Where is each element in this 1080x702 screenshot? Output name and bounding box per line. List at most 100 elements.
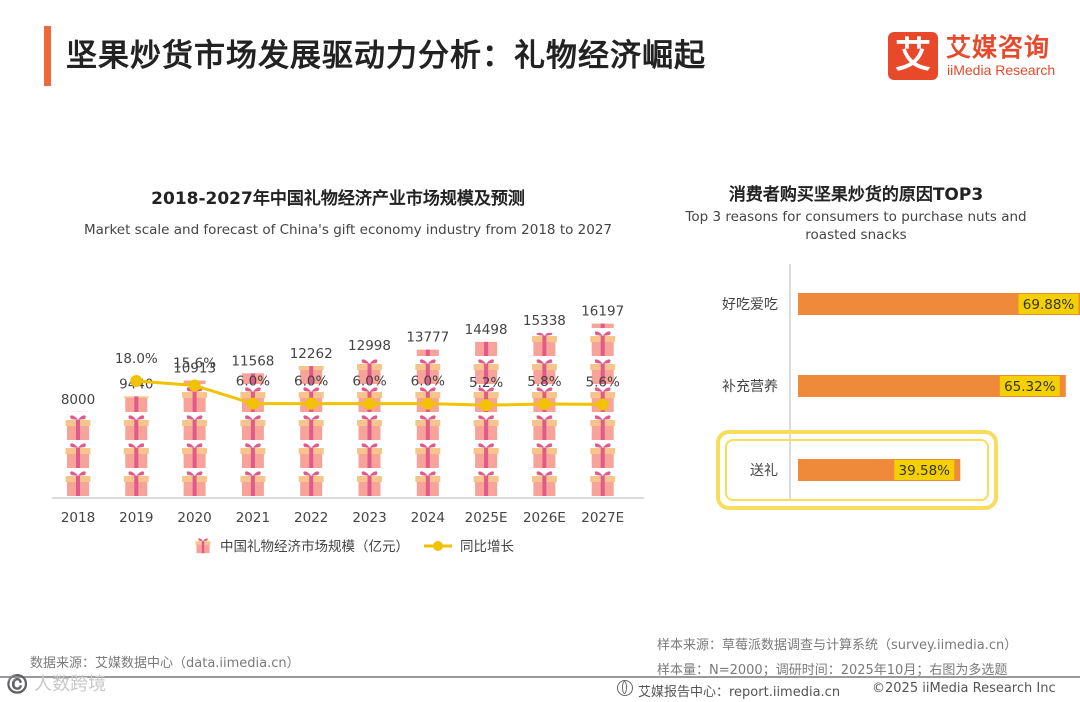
gift-bars-group: 8000944010913115681226212998137771449815…: [61, 304, 624, 496]
reason-value-bg: [999, 376, 1060, 396]
gift-icon: [415, 471, 441, 496]
reason-value-bg: [1018, 294, 1079, 314]
growth-point: [130, 374, 143, 387]
x-tick-label: 2025E: [465, 510, 508, 526]
gift-icon: [298, 443, 324, 468]
purchase-reasons-chart: 消费者购买坚果炒货的原因TOP3 Top 3 reasons for consu…: [684, 184, 1080, 510]
gift-icon: [590, 331, 616, 356]
gift-icon: [182, 471, 208, 496]
reason-bar: [798, 293, 1080, 315]
left-chart-title: 2018-2027年中国礼物经济产业市场规模及预测: [151, 188, 525, 209]
right-chart-subtitle-line1: Top 3 reasons for consumers to purchase …: [684, 209, 1026, 225]
x-tick-label: 2027E: [581, 510, 624, 526]
growth-label: 6.0%: [236, 374, 270, 390]
gift-icon: [357, 471, 382, 496]
gift-icon: [531, 332, 557, 356]
gift-icon: [65, 443, 91, 468]
logo-name-en: iiMedia Research: [947, 62, 1056, 78]
copyright: ©2025 iiMedia Research Inc: [872, 681, 1056, 696]
x-tick-label: 2020: [177, 510, 211, 526]
bar-value-label: 14498: [465, 322, 508, 338]
bar-value-label: 12262: [290, 346, 333, 362]
sample-size-note: 样本量：N=2000；调研时间：2025年10月；右图为多选题: [657, 663, 1008, 678]
growth-line-group: 18.0% 15.6% 6.0% 6.0% 6.0% 6.0% 5.2% 5.8% 5.6%: [115, 351, 620, 412]
gift-icon: [531, 443, 557, 468]
growth-label: 15.6%: [173, 355, 216, 371]
growth-point: [480, 399, 493, 412]
growth-label: 18.0%: [115, 351, 158, 367]
footer-divider: [0, 676, 1080, 678]
iimedia-logo: 艾 艾媒咨询 iiMedia Research: [888, 30, 1060, 82]
x-tick-label: 2024: [411, 510, 445, 526]
legend-gift-icon: [195, 538, 211, 554]
report-center-link[interactable]: 艾媒报告中心：report.iimedia.cn: [638, 685, 841, 700]
growth-label: 5.2%: [469, 375, 503, 391]
gift-icon: [298, 415, 324, 440]
reason-bar: [798, 375, 1066, 397]
gift-icon: [240, 443, 266, 468]
bar-value-label: 16197: [581, 304, 624, 320]
title-accent-bar: [44, 26, 51, 86]
growth-point: [188, 379, 201, 392]
growth-point: [596, 398, 609, 411]
reason-value-label: 69.88%: [1023, 297, 1075, 313]
gift-icon: [473, 443, 499, 468]
reason-value-label: 39.58%: [899, 463, 951, 479]
gift-bar-2019: [123, 396, 149, 496]
bar-value-label: 13777: [406, 330, 449, 346]
gift-icon: [590, 415, 616, 440]
gift-icon: [298, 471, 324, 496]
growth-label: 6.0%: [294, 374, 328, 390]
growth-point: [305, 397, 318, 410]
left-chart-subtitle: Market scale and forecast of China's gif…: [84, 222, 612, 238]
globe-icon: [617, 680, 633, 696]
x-tick-label: 2023: [352, 510, 386, 526]
growth-point: [363, 397, 376, 410]
logo-name-cn: 艾媒咨询: [946, 33, 1051, 62]
gift-icon: [531, 415, 557, 440]
sample-source-note: 样本来源：草莓派数据调查与计算系统（survey.iimedia.cn）: [657, 638, 1018, 653]
legend-growth-label: 同比增长: [460, 539, 514, 555]
gift-economy-chart: 2018-2027年中国礼物经济产业市场规模及预测 Market scale a…: [52, 188, 644, 555]
growth-label: 5.8%: [527, 374, 561, 390]
reason-value-label: 65.32%: [1004, 379, 1056, 395]
growth-point: [246, 397, 259, 410]
gift-icon: [415, 443, 441, 468]
growth-point: [538, 398, 551, 411]
gift-icon: [415, 415, 441, 440]
reason-label: 送礼: [750, 463, 778, 479]
gift-icon: [65, 415, 91, 440]
gift-icon: [240, 471, 266, 496]
gift-partial: [531, 332, 557, 356]
x-tick-label: 2026E: [523, 510, 566, 526]
x-tick-label: 2021: [236, 510, 270, 526]
bar-value-label: 15338: [523, 313, 566, 329]
bar-value-label: 12998: [348, 338, 391, 354]
right-chart-title: 消费者购买坚果炒货的原因TOP3: [729, 184, 983, 205]
legend-market-label: 中国礼物经济市场规模（亿元）: [220, 538, 409, 555]
gift-icon: [473, 415, 499, 440]
x-tick-label: 2019: [119, 510, 153, 526]
growth-label: 5.6%: [586, 374, 620, 390]
x-tick-label: 2018: [61, 510, 95, 526]
bar-value-label: 8000: [61, 392, 95, 408]
gift-icon: [357, 415, 382, 440]
logo-mark: 艾: [888, 32, 938, 80]
reason-label: 补充营养: [722, 379, 778, 395]
growth-point: [421, 397, 434, 410]
growth-label: 6.0%: [352, 374, 386, 390]
gift-icon: [531, 471, 557, 496]
data-source-note: 数据来源：艾媒数据中心（data.iimedia.cn）: [30, 656, 300, 671]
growth-label: 6.0%: [411, 374, 445, 390]
left-chart-legend: 中国礼物经济市场规模（亿元） 同比增长: [195, 538, 514, 555]
reason-value-bg: [894, 460, 955, 480]
right-chart-subtitle-line2: roasted snacks: [805, 227, 906, 243]
watermark: ©️ 人数跨境: [6, 674, 107, 695]
gift-icon: [65, 471, 91, 496]
reason-bars-group: 好吃爱吃 69.88% 补充营养 65.32% 送礼 39.58%: [722, 293, 1080, 481]
bar-value-label: 10913: [173, 360, 216, 376]
legend-line-marker: [433, 541, 443, 551]
gift-icon: [123, 471, 149, 496]
gift-icon: [590, 443, 616, 468]
reason-label: 好吃爱吃: [722, 297, 778, 313]
